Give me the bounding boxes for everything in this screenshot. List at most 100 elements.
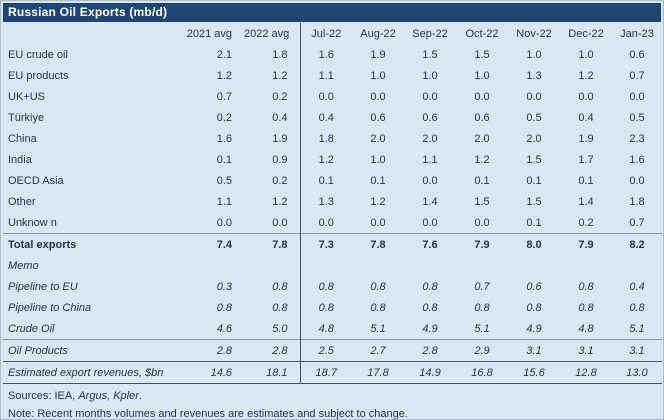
value-cell: 1.8 (272, 48, 288, 61)
value-cell: 0.0 (299, 212, 352, 234)
value-cell: 1.0 (370, 69, 386, 82)
value-cell: 1.5 (422, 48, 438, 61)
value-cell: 0.0 (299, 86, 352, 107)
value-cell: 14.6 (183, 361, 244, 384)
row-label: Pipeline to China (8, 301, 92, 314)
corner-cell (3, 23, 183, 44)
row-label: Other (8, 195, 36, 208)
column-header: 2022 avg (244, 27, 290, 40)
table-row: OECD Asia 0.5 0.2 0.1 0.1 0.0 0.1 0.1 0.1 0.0 (3, 170, 662, 191)
value-cell: 5.1 (629, 322, 645, 335)
row-label: Oil Products (3, 339, 183, 362)
oil-exports-table: 2021 avg 2022 avg Jul-22 Aug-22 Sep-22 Oct-22… (3, 23, 662, 384)
sources-line: Sources: IEA, Argus, Kpler. (3, 390, 661, 402)
column-header: Jan-23 (620, 27, 654, 40)
note-line: Note: Recent months volumes and revenues… (8, 408, 408, 420)
value-cell: 1.6 (629, 153, 645, 166)
value-cell (404, 255, 456, 276)
row-label: Memo (8, 259, 39, 272)
value-cell: 0.5 (526, 111, 542, 124)
value-cell: 7.4 (183, 233, 244, 255)
value-cell: 3.1 (560, 339, 612, 362)
value-cell: 2.0 (370, 132, 386, 145)
value-cell: 1.7 (578, 153, 594, 166)
value-cell: 0.0 (422, 90, 438, 103)
value-cell: 0.2 (216, 111, 232, 124)
row-label: Pipeline to EU (8, 280, 78, 293)
value-cell: 0.0 (578, 90, 594, 103)
value-cell: 1.3 (526, 69, 542, 82)
value-cell: 0.0 (370, 216, 386, 229)
column-header: Sep-22 (412, 27, 448, 40)
value-cell: 0.8 (370, 280, 386, 293)
value-cell: 0.8 (370, 301, 386, 314)
column-header: Oct-22 (465, 27, 499, 40)
value-cell: 0.7 (629, 216, 645, 229)
value-cell: 0.8 (578, 301, 594, 314)
value-cell: 1.0 (526, 48, 542, 61)
value-cell: 4.8 (299, 318, 352, 340)
value-cell: 2.8 (404, 339, 456, 362)
value-cell: 8.0 (508, 233, 560, 255)
value-cell: 2.5 (299, 339, 352, 362)
column-header: Nov-22 (516, 27, 552, 40)
value-cell: 1.4 (578, 195, 594, 208)
value-cell: 17.8 (352, 361, 404, 384)
value-cell: 1.9 (272, 132, 288, 145)
value-cell: 1.0 (422, 69, 438, 82)
value-cell: 1.1 (422, 153, 438, 166)
value-cell: 0.2 (272, 90, 288, 103)
value-cell: 1.5 (526, 153, 542, 166)
source-argus: Argus, (78, 390, 111, 402)
row-label: EU products (8, 69, 69, 82)
row-label: Total exports (3, 233, 183, 255)
value-cell: 0.8 (526, 301, 542, 314)
value-cell: 0.8 (629, 301, 645, 314)
value-cell: 0.2 (272, 174, 288, 187)
value-cell: 13.0 (612, 361, 662, 384)
value-cell: 0.8 (422, 301, 438, 314)
value-cell: 1.2 (578, 69, 594, 82)
value-cell: 0.8 (272, 301, 288, 314)
value-cell: 0.8 (578, 280, 594, 293)
page-title: Russian Oil Exports (mb/d) (8, 5, 168, 19)
value-cell (508, 255, 560, 276)
value-cell: 8.2 (612, 233, 662, 255)
value-cell: 0.7 (474, 280, 490, 293)
value-cell: 2.0 (526, 132, 542, 145)
value-cell: 0.6 (370, 111, 386, 124)
table-row: Total exports 7.4 7.8 7.3 7.8 7.6 7.9 8.0 7.9 8.2 (3, 233, 662, 255)
value-cell: 0.8 (422, 280, 438, 293)
value-cell: 0.4 (272, 111, 288, 124)
value-cell: 7.8 (352, 233, 404, 255)
value-cell: 1.9 (370, 48, 386, 61)
value-cell: 16.8 (456, 361, 508, 384)
value-cell: 1.2 (272, 69, 288, 82)
value-cell: 1.3 (299, 191, 352, 212)
value-cell: 2.9 (456, 339, 508, 362)
value-cell: 0.6 (629, 48, 645, 61)
table-title-bar: Russian Oil Exports (mb/d) (3, 3, 661, 22)
value-cell: 7.3 (299, 233, 352, 255)
value-cell: 0.4 (629, 280, 645, 293)
value-cell: 7.9 (456, 233, 508, 255)
column-header-row: 2021 avg 2022 avg Jul-22 Aug-22 Sep-22 Oct-22… (3, 23, 662, 44)
value-cell: 0.1 (216, 153, 232, 166)
value-cell: 1.1 (216, 195, 232, 208)
value-cell: 0.5 (216, 174, 232, 187)
table-row: EU crude oil 2.1 1.8 1.6 1.9 1.5 1.5 1.0 1.0 0.6 (3, 44, 662, 65)
value-cell: 18.7 (299, 361, 352, 384)
value-cell: 1.5 (526, 195, 542, 208)
value-cell: 18.1 (244, 361, 300, 384)
value-cell: 0.9 (272, 153, 288, 166)
value-cell: 0.1 (370, 174, 386, 187)
value-cell (560, 255, 612, 276)
value-cell: 0.6 (474, 111, 490, 124)
value-cell: 1.5 (474, 195, 490, 208)
value-cell: 1.5 (474, 48, 490, 61)
sources-suffix: . (138, 390, 142, 402)
row-label: Unknow n (8, 216, 57, 229)
value-cell: 0.0 (526, 90, 542, 103)
value-cell: 1.2 (370, 195, 386, 208)
table-row: Pipeline to EU 0.3 0.8 0.8 0.8 0.8 0.7 0.6 0.8 0.… (3, 276, 662, 297)
